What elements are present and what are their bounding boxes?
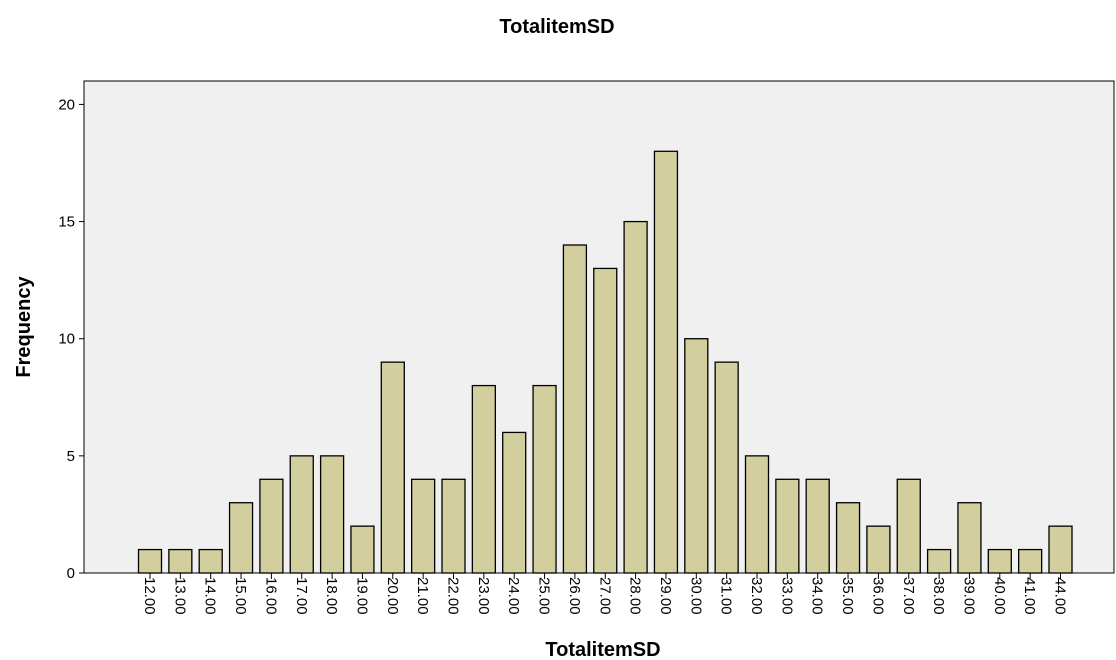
x-tick-label: 29.00 <box>657 577 674 615</box>
bar <box>562 244 588 574</box>
y-tick-label: 20 <box>58 96 75 113</box>
x-tick-label: 22.00 <box>445 577 462 615</box>
bar <box>714 361 739 574</box>
bar <box>684 338 709 574</box>
bar <box>168 548 193 574</box>
x-tick-label: 17.00 <box>293 577 310 615</box>
y-tick-label: 5 <box>67 448 75 465</box>
x-tick-label: 37.00 <box>900 577 917 615</box>
x-tick-label: 34.00 <box>809 577 826 615</box>
bar <box>835 502 861 574</box>
x-tick-label: 26.00 <box>566 577 583 615</box>
bar <box>441 478 466 574</box>
chart-title: TotalitemSD <box>499 16 614 38</box>
x-tick-label: 25.00 <box>536 577 553 615</box>
bar <box>987 548 1012 574</box>
x-tick-label: 39.00 <box>960 577 977 615</box>
x-tick-label: 21.00 <box>414 577 431 615</box>
bar <box>471 384 497 574</box>
bar <box>410 478 436 574</box>
x-tick-label: 28.00 <box>627 577 644 615</box>
bar <box>926 548 952 574</box>
bar <box>380 361 405 574</box>
x-tick-label: 30.00 <box>687 577 704 615</box>
bar <box>653 150 679 574</box>
bar <box>532 384 557 574</box>
x-axis-title: TotalitemSD <box>545 639 660 660</box>
x-tick-label: 38.00 <box>930 577 947 615</box>
x-tick-label: 19.00 <box>353 577 370 615</box>
bar <box>289 455 314 574</box>
bar <box>866 525 891 574</box>
x-tick-label: 13.00 <box>171 577 188 615</box>
x-axis: 12.00 13.00 14.00 15.00 16.00 17.00 18.00 19.00… <box>141 573 1069 615</box>
x-tick-label: 33.00 <box>778 577 795 615</box>
bar <box>502 431 527 574</box>
y-tick-label: 0 <box>67 565 75 582</box>
bar <box>1048 525 1073 574</box>
bar <box>319 455 345 574</box>
x-tick-label: 35.00 <box>839 577 856 615</box>
y-axis-title: Frequency <box>13 276 35 378</box>
bar <box>775 478 800 574</box>
x-tick-label: 18.00 <box>323 577 340 615</box>
x-tick-label: 14.00 <box>202 577 219 615</box>
x-tick-label: 24.00 <box>505 577 522 615</box>
bar <box>593 267 618 574</box>
y-axis: 0 5 10 15 20 <box>58 96 84 582</box>
bar <box>744 455 770 574</box>
x-tick-label: 27.00 <box>596 577 613 615</box>
y-tick-label: 15 <box>58 214 75 231</box>
bar <box>623 220 648 574</box>
bar <box>896 478 921 574</box>
x-tick-label: 16.00 <box>262 577 279 615</box>
x-tick-label: 36.00 <box>869 577 886 615</box>
x-tick-label: 41.00 <box>1021 577 1038 615</box>
bars-group <box>137 150 1073 574</box>
x-tick-label: 15.00 <box>232 577 249 615</box>
x-tick-label: 12.00 <box>141 577 158 615</box>
bar <box>957 502 982 574</box>
bar <box>259 478 284 574</box>
x-tick-label: 32.00 <box>748 577 765 615</box>
x-tick-label: 20.00 <box>384 577 401 615</box>
bar <box>228 502 254 574</box>
x-tick-label: 31.00 <box>718 577 735 615</box>
x-tick-label: 40.00 <box>991 577 1008 615</box>
bar <box>137 548 163 574</box>
bar <box>198 548 223 574</box>
x-tick-label: 44.00 <box>1052 577 1069 615</box>
bar <box>1018 548 1043 574</box>
y-tick-label: 10 <box>58 331 75 348</box>
bar <box>350 525 375 574</box>
bar <box>805 478 830 574</box>
x-tick-label: 23.00 <box>475 577 492 615</box>
